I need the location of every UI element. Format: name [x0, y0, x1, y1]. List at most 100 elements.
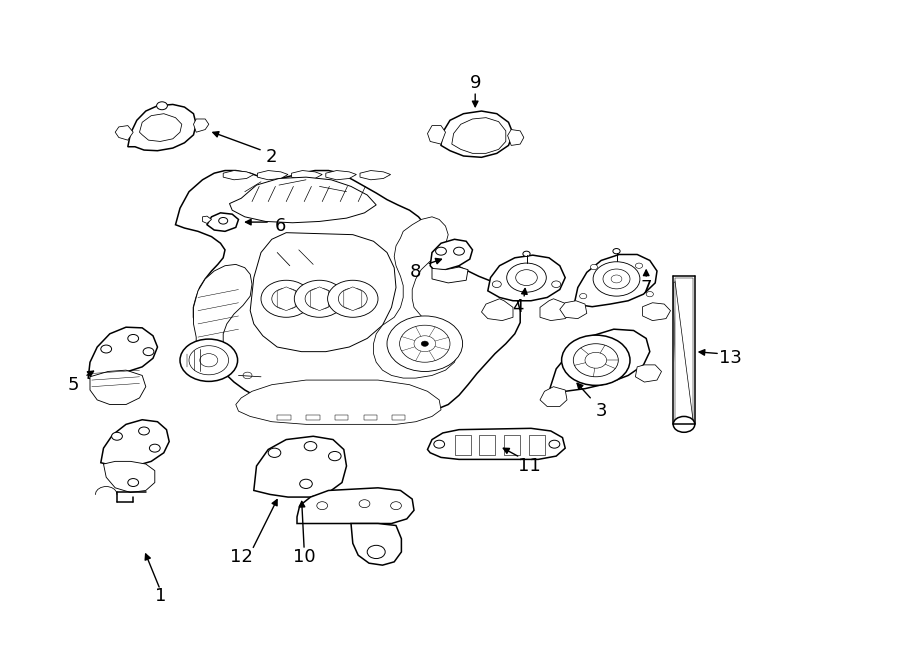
Polygon shape [452, 118, 506, 153]
Polygon shape [230, 177, 376, 223]
Circle shape [367, 545, 385, 559]
Polygon shape [540, 299, 572, 321]
Text: 2: 2 [266, 148, 277, 167]
Polygon shape [207, 213, 238, 231]
Circle shape [613, 249, 620, 254]
Circle shape [157, 102, 167, 110]
Polygon shape [529, 435, 545, 455]
Polygon shape [257, 171, 288, 180]
Polygon shape [364, 415, 377, 420]
Circle shape [128, 334, 139, 342]
Circle shape [414, 336, 436, 352]
Text: 6: 6 [275, 217, 286, 235]
Circle shape [272, 288, 301, 309]
Polygon shape [90, 370, 146, 405]
Circle shape [573, 344, 618, 377]
Circle shape [317, 502, 328, 510]
Circle shape [304, 442, 317, 451]
Polygon shape [223, 171, 254, 180]
Polygon shape [194, 264, 252, 358]
Polygon shape [574, 254, 657, 307]
Polygon shape [140, 114, 182, 141]
Circle shape [261, 280, 311, 317]
Circle shape [436, 247, 446, 255]
Polygon shape [560, 301, 587, 319]
Circle shape [611, 275, 622, 283]
Polygon shape [675, 278, 693, 422]
Circle shape [328, 280, 378, 317]
Circle shape [635, 263, 643, 268]
Polygon shape [88, 327, 158, 380]
Polygon shape [479, 435, 495, 455]
Circle shape [552, 281, 561, 288]
Circle shape [507, 263, 546, 292]
Circle shape [180, 339, 238, 381]
Polygon shape [549, 329, 650, 391]
Polygon shape [540, 387, 567, 407]
Polygon shape [104, 461, 155, 492]
Circle shape [421, 341, 428, 346]
Polygon shape [441, 111, 513, 157]
Circle shape [359, 500, 370, 508]
Circle shape [294, 280, 345, 317]
Circle shape [590, 264, 598, 270]
Circle shape [434, 440, 445, 448]
Circle shape [143, 348, 154, 356]
Circle shape [101, 345, 112, 353]
Polygon shape [673, 279, 686, 423]
Circle shape [149, 444, 160, 452]
Circle shape [189, 346, 229, 375]
Polygon shape [360, 171, 391, 180]
Polygon shape [635, 365, 662, 382]
Polygon shape [432, 267, 468, 283]
Circle shape [139, 427, 149, 435]
Polygon shape [374, 217, 457, 378]
Polygon shape [508, 130, 524, 145]
Circle shape [387, 316, 463, 371]
Circle shape [492, 281, 501, 288]
Circle shape [243, 372, 252, 379]
Polygon shape [428, 428, 565, 459]
Circle shape [585, 352, 607, 368]
Circle shape [603, 269, 630, 289]
Circle shape [516, 270, 537, 286]
Polygon shape [454, 435, 471, 455]
Text: 9: 9 [470, 73, 481, 92]
Polygon shape [306, 415, 319, 420]
Circle shape [219, 217, 228, 224]
Circle shape [646, 292, 653, 297]
Circle shape [523, 251, 530, 256]
Polygon shape [310, 287, 328, 311]
Polygon shape [351, 524, 401, 565]
Polygon shape [236, 380, 441, 424]
Circle shape [580, 293, 587, 299]
Polygon shape [128, 104, 196, 151]
Text: 8: 8 [410, 263, 421, 282]
Polygon shape [115, 126, 133, 140]
Text: 1: 1 [155, 587, 166, 605]
Polygon shape [297, 488, 414, 524]
Polygon shape [488, 255, 565, 301]
Polygon shape [643, 303, 670, 321]
Polygon shape [250, 233, 396, 352]
Polygon shape [344, 287, 362, 311]
Circle shape [200, 354, 218, 367]
Circle shape [549, 440, 560, 448]
Polygon shape [504, 435, 520, 455]
Text: 13: 13 [719, 349, 742, 368]
Polygon shape [176, 171, 520, 420]
Circle shape [593, 262, 640, 296]
Text: 7: 7 [641, 278, 652, 297]
Circle shape [562, 335, 630, 385]
Polygon shape [202, 216, 211, 223]
Polygon shape [292, 171, 322, 180]
Polygon shape [101, 420, 169, 466]
Circle shape [400, 325, 450, 362]
Circle shape [305, 288, 334, 309]
Text: 4: 4 [512, 298, 523, 317]
Text: 11: 11 [518, 457, 541, 475]
Polygon shape [277, 287, 295, 311]
Circle shape [300, 479, 312, 488]
Circle shape [338, 288, 367, 309]
Text: 5: 5 [68, 375, 79, 394]
